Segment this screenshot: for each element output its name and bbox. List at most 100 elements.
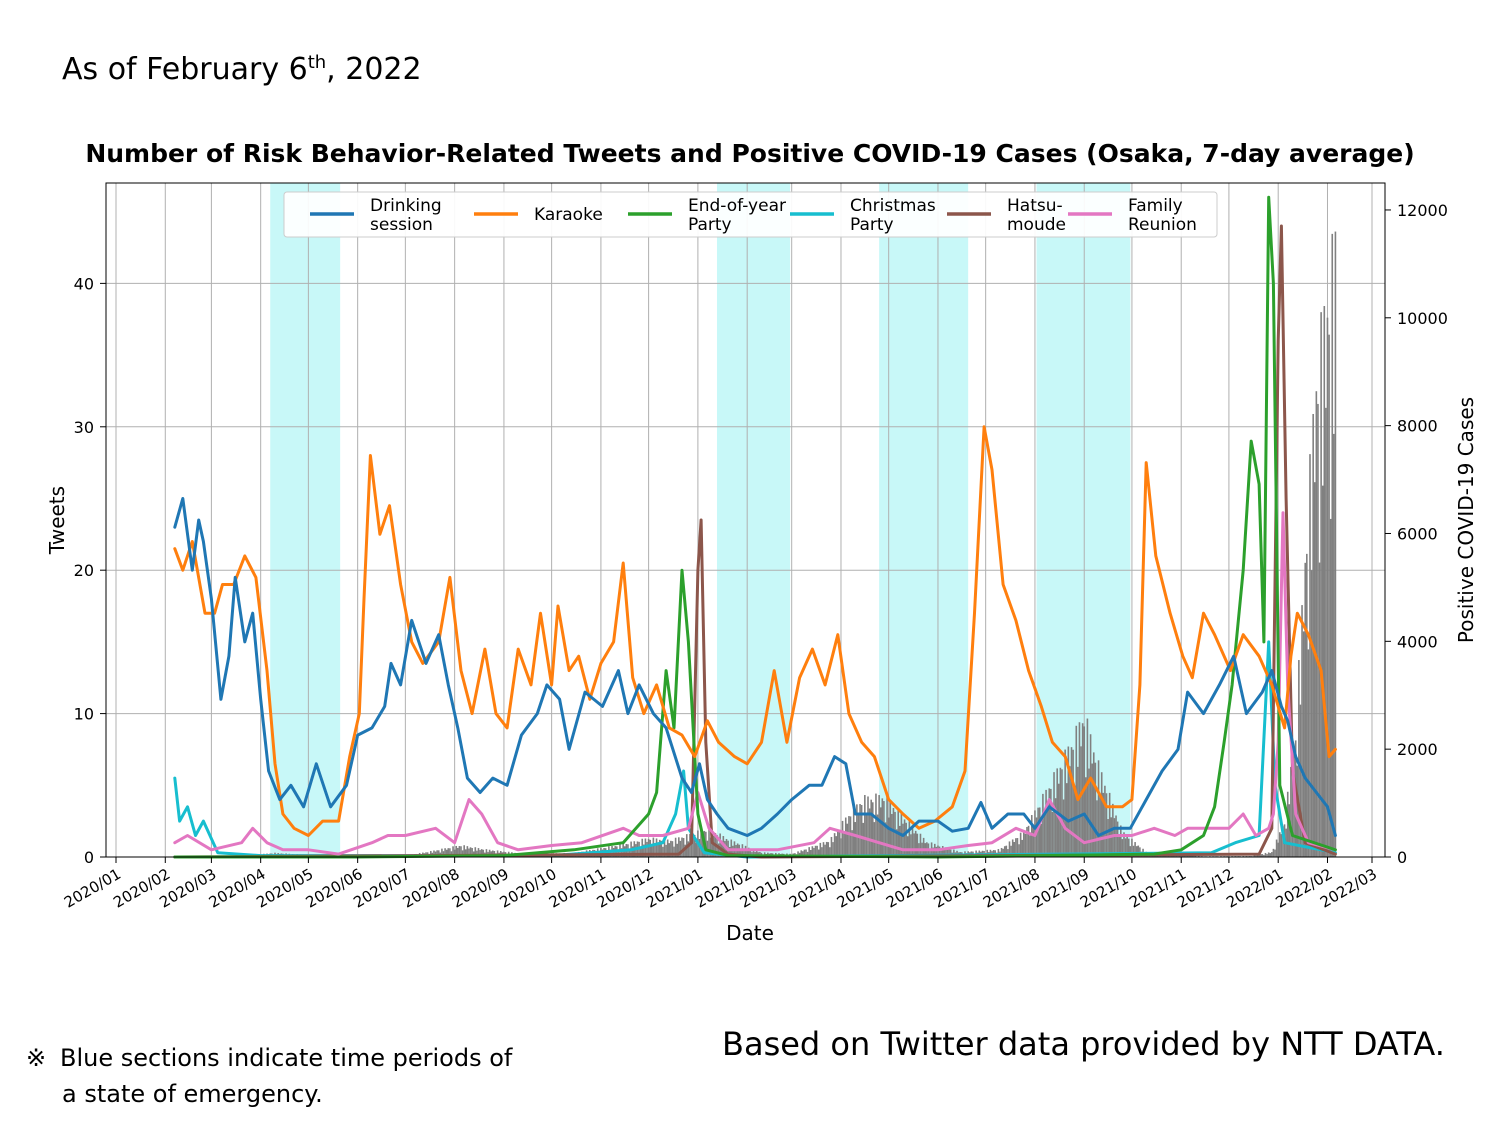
cases-bar bbox=[1088, 768, 1090, 857]
cases-bar bbox=[1053, 772, 1055, 857]
cases-bar bbox=[911, 825, 914, 857]
cases-bar bbox=[938, 846, 941, 857]
cases-bar bbox=[870, 799, 872, 857]
cases-bar bbox=[1007, 849, 1009, 857]
y-right-tick-label: 4000 bbox=[1397, 632, 1438, 651]
legend-label-karaoke: Karaoke bbox=[534, 205, 603, 225]
cases-bar bbox=[676, 843, 679, 857]
cases-bar bbox=[1059, 767, 1062, 857]
cases-bar bbox=[482, 849, 485, 857]
cases-bar bbox=[875, 793, 877, 857]
cases-bar bbox=[1325, 407, 1327, 857]
cases-bar bbox=[1134, 842, 1136, 857]
cases-bar bbox=[474, 847, 477, 857]
cases-bar bbox=[1096, 800, 1098, 857]
cases-bar bbox=[485, 849, 488, 857]
cases-bar bbox=[488, 849, 491, 857]
cases-bar bbox=[469, 847, 472, 857]
legend-label-drinking: Drinking session bbox=[370, 196, 442, 235]
cases-bar bbox=[1280, 834, 1283, 857]
cases-bar bbox=[841, 820, 844, 857]
cases-bar bbox=[813, 847, 815, 857]
cases-bar bbox=[1061, 769, 1063, 857]
cases-bar bbox=[919, 833, 922, 857]
cases-bar bbox=[730, 839, 733, 857]
cases-bar bbox=[1024, 833, 1027, 857]
cases-bar bbox=[1317, 403, 1319, 857]
cases-bar bbox=[654, 844, 656, 857]
cases-bar bbox=[747, 847, 750, 857]
cases-bar bbox=[838, 829, 841, 857]
cases-bar bbox=[690, 838, 693, 857]
cases-bar bbox=[749, 848, 752, 857]
cases-bar bbox=[1307, 649, 1310, 857]
cases-bar bbox=[1013, 842, 1016, 857]
legend-label-family: Family Reunion bbox=[1128, 196, 1197, 235]
cases-bar bbox=[1197, 855, 1200, 857]
cases-bar bbox=[811, 846, 814, 857]
cases-bar bbox=[1120, 825, 1122, 857]
cases-bar bbox=[1121, 839, 1124, 857]
cases-bar bbox=[835, 836, 838, 857]
cases-bar bbox=[1310, 570, 1313, 857]
cases-bar bbox=[1290, 766, 1292, 857]
cases-bar bbox=[1185, 855, 1187, 857]
cases-bar bbox=[743, 848, 745, 857]
cases-bar bbox=[1313, 482, 1316, 857]
series-line-family bbox=[173, 511, 1337, 856]
cases-bar bbox=[849, 816, 852, 857]
cases-bar bbox=[830, 836, 833, 857]
cases-bar bbox=[1323, 306, 1326, 858]
cases-bar bbox=[665, 844, 667, 857]
legend-label-line: Karaoke bbox=[534, 205, 603, 225]
cases-bar bbox=[1329, 518, 1332, 857]
cases-bar bbox=[717, 843, 720, 857]
cases-bar bbox=[635, 844, 637, 857]
series-line-christmas bbox=[173, 640, 1337, 859]
cases-bar bbox=[825, 841, 828, 857]
legend: Drinking session Karaoke End-of-year PartyCh… bbox=[283, 191, 1218, 238]
cases-bar bbox=[1267, 852, 1270, 857]
cases-bar bbox=[1288, 804, 1291, 857]
cases-bar bbox=[695, 842, 698, 857]
x-axis-label: Date bbox=[726, 921, 774, 945]
cases-bar bbox=[1116, 821, 1119, 857]
cases-bar bbox=[1040, 823, 1043, 857]
cases-bar bbox=[1320, 312, 1322, 857]
as-of-suffix: , 2022 bbox=[326, 52, 422, 87]
cases-bar bbox=[891, 813, 893, 857]
cases-bar bbox=[1333, 433, 1335, 857]
cases-bar bbox=[1080, 746, 1082, 857]
y-right-tick-label: 12000 bbox=[1397, 201, 1448, 220]
cases-bar bbox=[1067, 746, 1070, 857]
cases-bar bbox=[441, 848, 443, 857]
cases-bar bbox=[460, 846, 462, 857]
legend-label-hatsumoude: Hatsu-moude bbox=[1007, 196, 1066, 235]
cases-bar bbox=[1118, 837, 1121, 857]
cases-bar bbox=[1334, 231, 1337, 857]
cases-bar bbox=[865, 815, 868, 857]
cases-bar bbox=[1089, 734, 1092, 857]
cases-bar bbox=[687, 841, 690, 857]
cases-bar bbox=[712, 835, 715, 857]
cases-bar bbox=[1131, 838, 1133, 857]
cases-bar bbox=[666, 839, 669, 857]
cases-bar bbox=[444, 848, 446, 857]
cases-bar bbox=[1298, 660, 1300, 857]
cases-bar bbox=[1104, 785, 1106, 857]
y-tick-label: 0 bbox=[84, 848, 94, 867]
cases-bar bbox=[466, 846, 469, 857]
emergency-band-3 bbox=[879, 183, 969, 857]
cases-bar bbox=[650, 846, 653, 857]
cases-bar bbox=[660, 840, 663, 857]
cases-bar bbox=[929, 848, 931, 857]
cases-bar bbox=[809, 850, 812, 857]
cases-bar bbox=[816, 845, 818, 857]
y-right-tick-label: 2000 bbox=[1397, 740, 1438, 759]
series-line-karaoke bbox=[173, 425, 1337, 837]
cases-bar bbox=[1064, 749, 1066, 857]
cases-bar bbox=[1261, 854, 1264, 857]
cases-bar bbox=[903, 819, 906, 857]
cases-bar bbox=[468, 848, 470, 857]
cases-bar bbox=[1102, 792, 1105, 857]
